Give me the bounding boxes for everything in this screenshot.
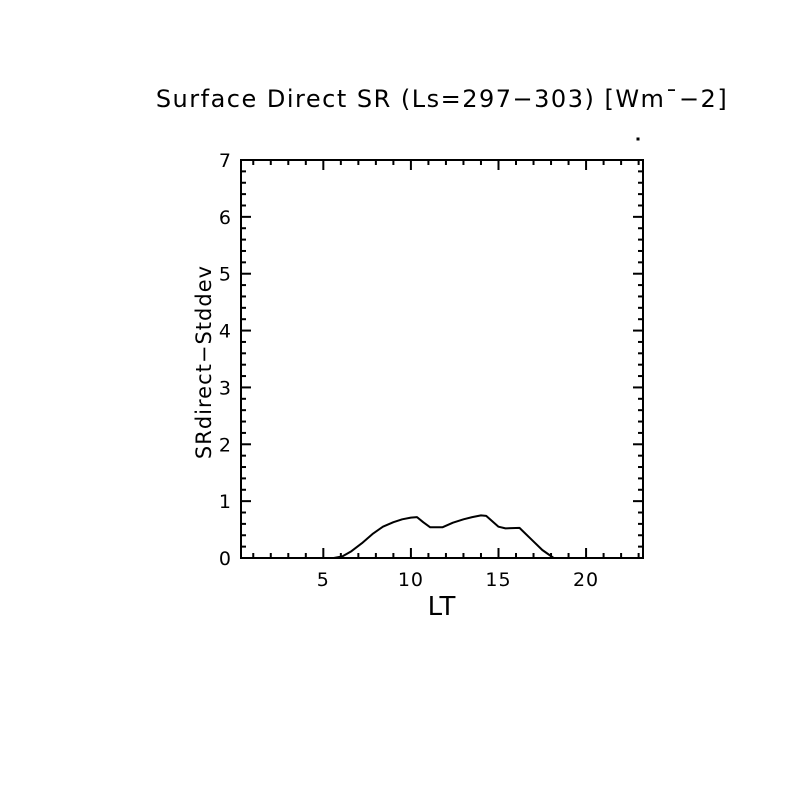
x-tick-label: 10 xyxy=(398,569,424,591)
x-axis-label: LT xyxy=(427,592,457,622)
chart-title: Surface Direct SR (Ls=297−303) [Wm¯−2] xyxy=(155,85,729,113)
x-tick-label: 15 xyxy=(485,569,511,591)
y-tick-label: 1 xyxy=(219,491,232,513)
x-tick-label: 20 xyxy=(573,569,599,591)
x-tick-label: 5 xyxy=(317,569,330,591)
stray-dot-icon xyxy=(636,137,640,141)
y-tick-label: 5 xyxy=(219,264,232,286)
plot-box xyxy=(240,159,644,559)
y-tick-label: 0 xyxy=(219,548,232,570)
y-tick-label: 6 xyxy=(219,207,232,229)
y-tick-label: 2 xyxy=(219,434,232,456)
data-curve xyxy=(332,514,555,559)
y-tick-label: 4 xyxy=(219,321,232,343)
y-tick-label: 3 xyxy=(219,377,232,399)
y-tick-label: 7 xyxy=(219,150,232,172)
